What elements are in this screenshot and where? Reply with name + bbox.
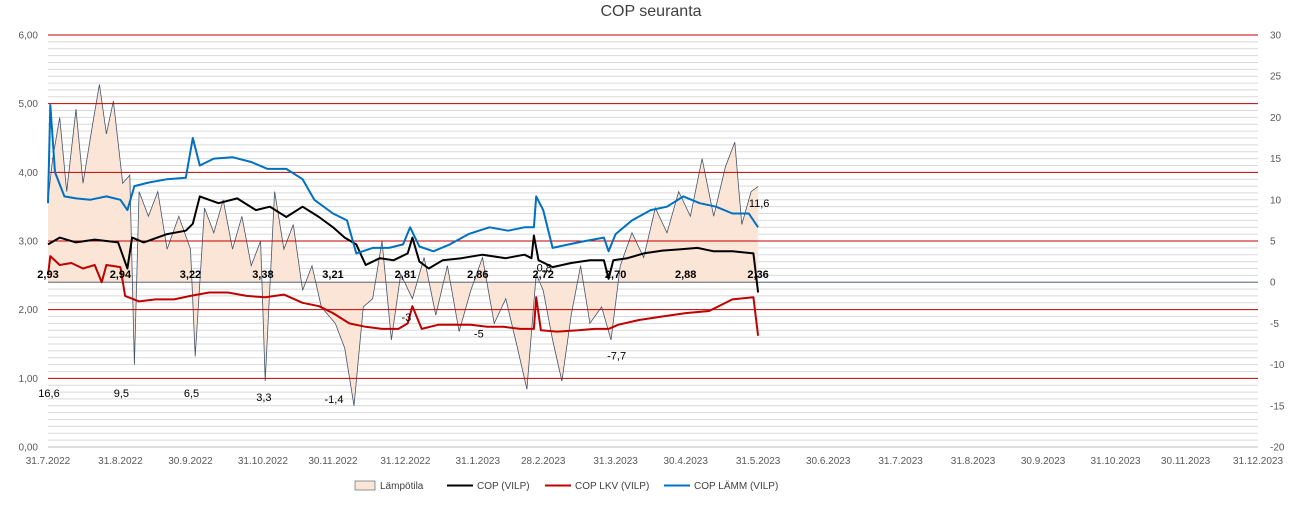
temperature-monthly-label: 11,6: [749, 198, 770, 210]
temperature-monthly-label: 3,3: [256, 392, 271, 404]
cop-monthly-label: 2,94: [110, 269, 132, 281]
x-axis-ticks: 31.7.2022 31.8.2022 30.9.2022 31.10.2022 30.…: [26, 456, 1284, 467]
data-labels: 2,93 2,94 3,22 3,38 3,21 2,81 2,86 2,72 2,70 2,88…: [37, 198, 769, 406]
temperature-monthly-label: -7,7: [607, 351, 626, 363]
temperature-monthly-label: 16,6: [38, 388, 59, 400]
x-tick-label: 31.10.2023: [1090, 456, 1140, 467]
legend-label: COP (VILP): [477, 481, 530, 492]
y-right-tick-label: 20: [1270, 113, 1282, 124]
cop-monthly-label: 2,88: [675, 269, 696, 281]
y-right-tick-label: 30: [1270, 31, 1282, 42]
temperature-area-layer: [47, 84, 759, 406]
cop-monthly-label: 3,22: [180, 269, 201, 281]
legend-label: Lämpötila: [380, 481, 424, 492]
cop-monthly-label: 2,93: [37, 269, 58, 281]
major-gridlines: [48, 34, 1258, 448]
x-tick-label: 30.6.2023: [806, 456, 851, 467]
cop-monthly-label: 2,72: [533, 269, 554, 281]
y-right-tick-label: 15: [1270, 154, 1282, 165]
x-tick-label: 28.2.2023: [521, 456, 566, 467]
legend: Lämpötila COP (VILP) COP LKV (VILP) COP LÄM…: [354, 480, 778, 492]
left-axis-ticks: 0,00 1,00 2,00 3,00 4,00 5,00 6,00: [19, 31, 39, 454]
y-left-tick-label: 0,00: [19, 443, 39, 454]
y-left-tick-label: 5,00: [19, 99, 39, 110]
y-left-tick-label: 3,00: [19, 237, 39, 248]
temperature-line: [47, 84, 759, 406]
x-tick-label: 30.11.2023: [1161, 456, 1211, 467]
cop-monthly-label: 2,81: [395, 269, 416, 281]
y-right-tick-label: 0: [1270, 278, 1276, 289]
x-tick-label: 30.4.2023: [663, 456, 708, 467]
right-axis-ticks: -20 -15 -10 -5 0 5 10 15 20 25 30: [1270, 31, 1285, 454]
cop-monthly-label: 2,86: [467, 269, 488, 281]
y-right-tick-label: -20: [1270, 443, 1285, 454]
temperature-monthly-label: 9,5: [114, 388, 129, 400]
x-tick-label: 31.10.2022: [238, 456, 288, 467]
x-tick-label: 31.7.2023: [878, 456, 923, 467]
cop-monthly-label: 3,38: [252, 269, 273, 281]
x-tick-label: 30.11.2022: [308, 456, 358, 467]
x-tick-label: 30.9.2023: [1021, 456, 1066, 467]
cop-monthly-label: 3,21: [322, 269, 343, 281]
y-right-tick-label: -15: [1270, 401, 1285, 412]
chart-title: COP seuranta: [600, 3, 701, 20]
y-right-tick-label: -5: [1270, 319, 1279, 330]
x-tick-label: 31.12.2022: [380, 456, 430, 467]
x-tick-label: 31.8.2022: [98, 456, 143, 467]
x-tick-label: 31.7.2022: [26, 456, 71, 467]
temperature-monthly-label: 6,5: [184, 388, 199, 400]
y-right-tick-label: 25: [1270, 72, 1282, 83]
temperature-monthly-label: 0,8: [537, 263, 552, 275]
cop-lamm-line: [47, 104, 759, 255]
cop-monthly-label: 2,70: [605, 269, 626, 281]
cop-vilp-line: [47, 195, 760, 293]
cop-lines-layer: [47, 104, 760, 336]
temperature-monthly-label: -1,4: [324, 394, 343, 406]
x-tick-label: 31.8.2023: [951, 456, 996, 467]
y-left-tick-label: 1,00: [19, 374, 39, 385]
cop-lkv-line: [47, 255, 760, 336]
y-left-tick-label: 2,00: [19, 305, 39, 316]
x-tick-label: 31.5.2023: [736, 456, 781, 467]
y-left-tick-label: 4,00: [19, 168, 39, 179]
y-right-tick-label: 10: [1270, 195, 1282, 206]
y-left-tick-label: 6,00: [19, 31, 39, 42]
legend-label: COP LÄMM (VILP): [694, 480, 778, 492]
y-right-tick-label: 5: [1270, 237, 1276, 248]
cop-monthly-label: 2,36: [747, 269, 768, 281]
y-right-tick-label: -10: [1270, 360, 1285, 371]
legend-label: COP LKV (VILP): [575, 481, 649, 492]
temperature-monthly-label: -3: [402, 312, 412, 324]
temperature-monthly-label: -5: [474, 328, 484, 340]
x-tick-label: 31.3.2023: [593, 456, 638, 467]
x-tick-label: 31.12.2023: [1233, 456, 1283, 467]
x-tick-label: 30.9.2022: [168, 456, 213, 467]
legend-swatch: [354, 480, 376, 491]
x-tick-label: 31.1.2023: [456, 456, 501, 467]
